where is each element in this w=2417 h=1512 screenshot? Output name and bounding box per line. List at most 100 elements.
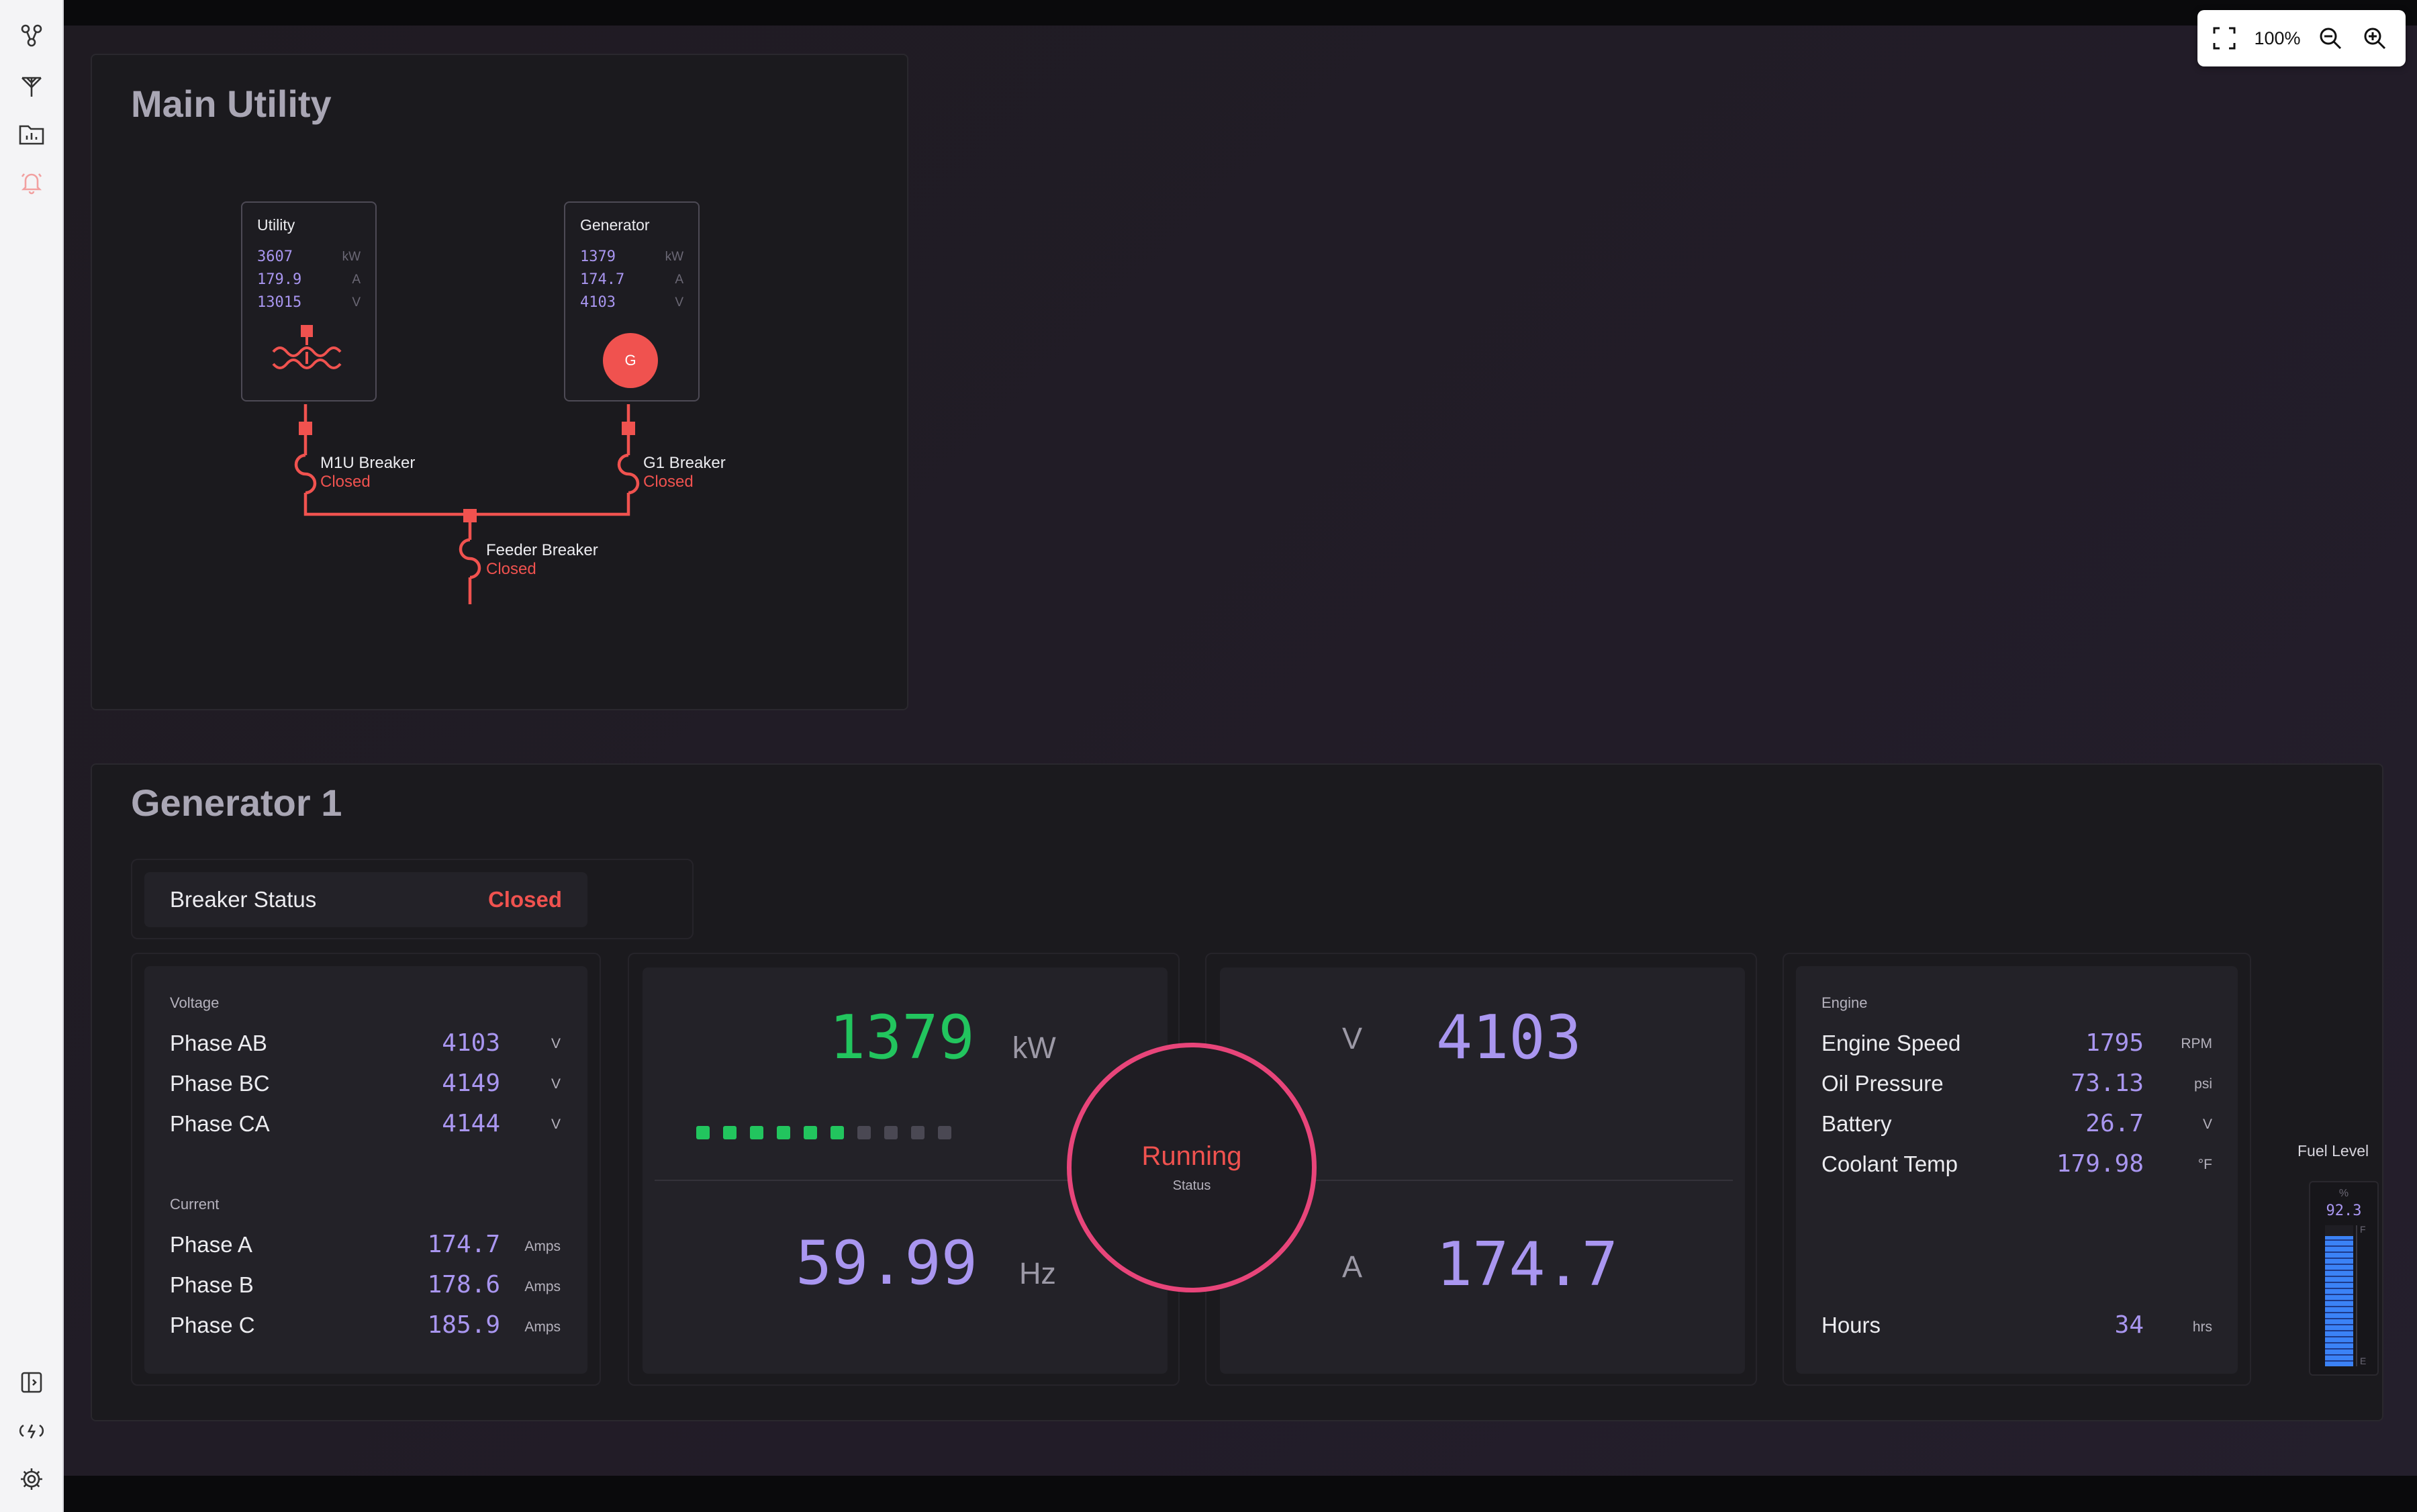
power-unit: kW bbox=[1012, 1031, 1056, 1065]
current-row-label: Phase A bbox=[170, 1232, 252, 1257]
current-row-value: 178.6 bbox=[427, 1271, 500, 1298]
main-utility-panel: Main Utility Utility 3607 kW 179.9 A 130… bbox=[91, 54, 908, 710]
electrical-readings: Voltage Phase AB 4103 V Phase BC 4149 V … bbox=[144, 966, 587, 1374]
voltage-row-label: Phase CA bbox=[170, 1111, 270, 1136]
frequency-readout: 59.99 Hz bbox=[796, 1228, 1056, 1298]
current-row-value: 185.9 bbox=[427, 1311, 500, 1339]
bell-icon[interactable] bbox=[15, 166, 48, 199]
engine-row-value: 1795 bbox=[2085, 1029, 2144, 1057]
fuel-tube bbox=[2325, 1225, 2353, 1366]
voltage-current-card: Voltage Phase AB 4103 V Phase BC 4149 V … bbox=[131, 953, 601, 1386]
current-row-unit: Amps bbox=[524, 1239, 561, 1254]
engine-section-label: Engine bbox=[1821, 994, 1868, 1011]
fuel-gauge: % 92.3 F E bbox=[2309, 1181, 2379, 1376]
amps-unit: A bbox=[1342, 1249, 1363, 1284]
zoom-in-icon[interactable] bbox=[2360, 23, 2389, 53]
panel-title: Main Utility bbox=[131, 83, 332, 125]
utility-a-value: 179.9 bbox=[257, 271, 302, 288]
utility-node[interactable]: Utility 3607 kW 179.9 A 13015 V bbox=[241, 201, 377, 401]
voltage-row-label: Phase BC bbox=[170, 1071, 270, 1096]
antenna-icon[interactable] bbox=[15, 69, 48, 103]
voltage-row-unit: V bbox=[551, 1076, 561, 1092]
panel-title: Generator 1 bbox=[131, 782, 342, 824]
breaker-status-row: Breaker Status Closed bbox=[144, 872, 587, 927]
utility-kw-unit: kW bbox=[342, 250, 361, 264]
utility-a-unit: A bbox=[352, 273, 361, 287]
engine-card: Engine Engine Speed 1795 RPM Oil Pressur… bbox=[1783, 953, 2251, 1386]
current-row-unit: Amps bbox=[524, 1319, 561, 1335]
gear-icon[interactable] bbox=[15, 1462, 48, 1496]
power-bar-segment bbox=[804, 1126, 817, 1139]
zoom-level: 100% bbox=[2254, 28, 2301, 48]
generator1-panel: Generator 1 Breaker Status Closed Voltag… bbox=[91, 763, 2383, 1421]
voltage-row-unit: V bbox=[551, 1036, 561, 1051]
hours-value: 34 bbox=[2114, 1311, 2144, 1339]
divider bbox=[655, 1180, 1155, 1181]
divider bbox=[1232, 1180, 1733, 1181]
power-bar-segment bbox=[857, 1126, 871, 1139]
status-value: Running bbox=[1141, 1141, 1242, 1171]
engine-row-unit: °F bbox=[2197, 1157, 2212, 1172]
power-readout: 1379 kW bbox=[829, 1002, 1056, 1073]
frequency-value: 59.99 bbox=[796, 1228, 978, 1298]
current-row-label: Phase B bbox=[170, 1272, 254, 1297]
fuel-unit: % bbox=[2338, 1188, 2349, 1199]
zoom-controls: 100% bbox=[2197, 10, 2406, 66]
power-level-bar bbox=[696, 1126, 951, 1139]
current-row-label: Phase C bbox=[170, 1313, 255, 1337]
generator-v-value: 4103 bbox=[580, 294, 616, 311]
power-bar-segment bbox=[831, 1126, 844, 1139]
current-section-label: Current bbox=[170, 1196, 220, 1213]
engine-readings: Engine Engine Speed 1795 RPM Oil Pressur… bbox=[1796, 966, 2238, 1374]
top-bar bbox=[64, 0, 2417, 26]
breaker-status-label: Breaker Status bbox=[170, 887, 317, 912]
breaker-state: Closed bbox=[320, 473, 371, 491]
breaker-name: G1 Breaker bbox=[643, 454, 726, 472]
fuel-level-label: Fuel Level bbox=[2297, 1142, 2369, 1160]
voltage-row-value: 4103 bbox=[442, 1029, 500, 1057]
volts-value: 4103 bbox=[1436, 1002, 1582, 1073]
hours-label: Hours bbox=[1821, 1313, 1881, 1337]
engine-row-label: Coolant Temp bbox=[1821, 1151, 1958, 1176]
power-icon[interactable] bbox=[15, 1414, 48, 1448]
power-bar-segment bbox=[696, 1126, 710, 1139]
engine-row-unit: psi bbox=[2194, 1076, 2212, 1092]
hours-unit: hrs bbox=[2192, 1319, 2212, 1335]
sidebar bbox=[0, 0, 64, 1512]
utility-v-value: 13015 bbox=[257, 294, 302, 311]
engine-row-label: Oil Pressure bbox=[1821, 1071, 1944, 1096]
generator-label: Generator bbox=[580, 216, 650, 234]
breaker-m1u[interactable]: M1U Breaker Closed bbox=[320, 454, 415, 491]
current-row-unit: Amps bbox=[524, 1279, 561, 1294]
amps-value: 174.7 bbox=[1436, 1229, 1618, 1300]
voltage-row-value: 4149 bbox=[442, 1070, 500, 1097]
generator-v-unit: V bbox=[675, 295, 683, 310]
generator-a-unit: A bbox=[675, 273, 683, 287]
transformer-icon bbox=[272, 325, 342, 369]
volts-amps-card: V 4103 A 174.7 bbox=[1205, 953, 1757, 1386]
topology-icon[interactable] bbox=[15, 19, 48, 52]
power-bar-segment bbox=[911, 1126, 925, 1139]
zoom-out-icon[interactable] bbox=[2316, 23, 2345, 53]
voltage-row-unit: V bbox=[551, 1117, 561, 1132]
utility-label: Utility bbox=[257, 216, 295, 234]
engine-row-value: 26.7 bbox=[2085, 1110, 2144, 1137]
panel-toggle-icon[interactable] bbox=[15, 1366, 48, 1399]
generator-kw-value: 1379 bbox=[580, 248, 616, 265]
folder-chart-icon[interactable] bbox=[15, 117, 48, 151]
breaker-status-card: Breaker Status Closed bbox=[131, 859, 694, 939]
generator-a-value: 174.7 bbox=[580, 271, 625, 288]
fuel-empty-mark: E bbox=[2360, 1356, 2367, 1366]
power-value: 1379 bbox=[829, 1002, 975, 1073]
breaker-name: M1U Breaker bbox=[320, 454, 416, 472]
breaker-g1[interactable]: G1 Breaker Closed bbox=[643, 454, 726, 491]
engine-row-unit: RPM bbox=[2181, 1036, 2212, 1051]
generator-symbol-icon: G bbox=[603, 333, 658, 388]
power-frequency-inner: 1379 kW 59.99 Hz bbox=[643, 967, 1168, 1374]
generator-node[interactable]: Generator 1379 kW 174.7 A 4103 V G bbox=[564, 201, 700, 401]
fullscreen-icon[interactable] bbox=[2210, 23, 2239, 53]
status-indicator: Running Status bbox=[1067, 1043, 1317, 1292]
engine-row-value: 179.98 bbox=[2056, 1150, 2144, 1178]
breaker-feeder[interactable]: Feeder Breaker Closed bbox=[486, 541, 598, 579]
generator-kw-unit: kW bbox=[665, 250, 683, 264]
